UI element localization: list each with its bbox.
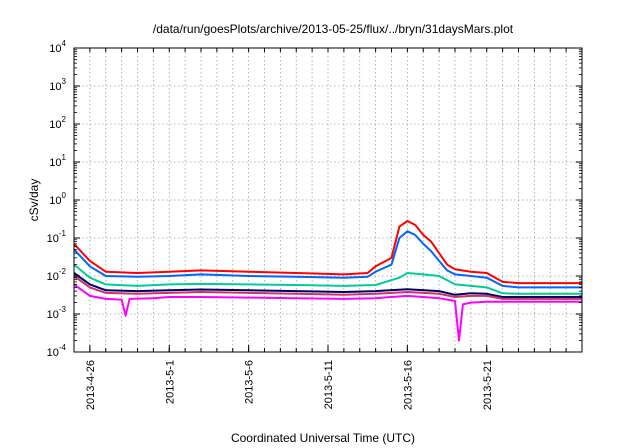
series-line (73, 263, 582, 295)
y-tick-label: 103 (49, 77, 66, 93)
y-axis-label: cSv/day (27, 179, 41, 222)
chart-title: /data/run/goesPlots/archive/2013-05-25/f… (153, 22, 514, 36)
y-tick-label: 10-2 (47, 267, 67, 283)
series-line (73, 272, 582, 298)
x-axis-label: Coordinated Universal Time (UTC) (231, 431, 415, 445)
y-tick-label: 10-4 (47, 343, 67, 359)
y-tick-label: 10-1 (47, 229, 67, 245)
x-tick-label: 2013-4-26 (85, 360, 97, 410)
y-tick-label: 100 (49, 191, 66, 207)
x-tick-label: 2013-5-21 (482, 360, 494, 410)
x-tick-label: 2013-5-11 (323, 360, 335, 409)
x-tick-label: 2013-5-6 (244, 360, 256, 404)
y-tick-label: 104 (49, 39, 66, 55)
x-tick-label: 2013-5-16 (402, 360, 414, 410)
series-line (73, 220, 582, 285)
y-tick-label: 101 (49, 153, 66, 169)
series-layer (73, 220, 582, 342)
series-line (73, 230, 582, 289)
tick-layer: 10-4 10-3 10-2 10-1 100 101 102 103 104 2013-4-26… (47, 39, 582, 410)
series-line (73, 283, 582, 342)
grid-layer (74, 48, 582, 352)
series-line (73, 275, 582, 300)
x-tick-label: 2013-5-1 (164, 360, 176, 404)
y-tick-label: 102 (49, 115, 66, 131)
y-tick-label: 10-3 (47, 305, 67, 321)
